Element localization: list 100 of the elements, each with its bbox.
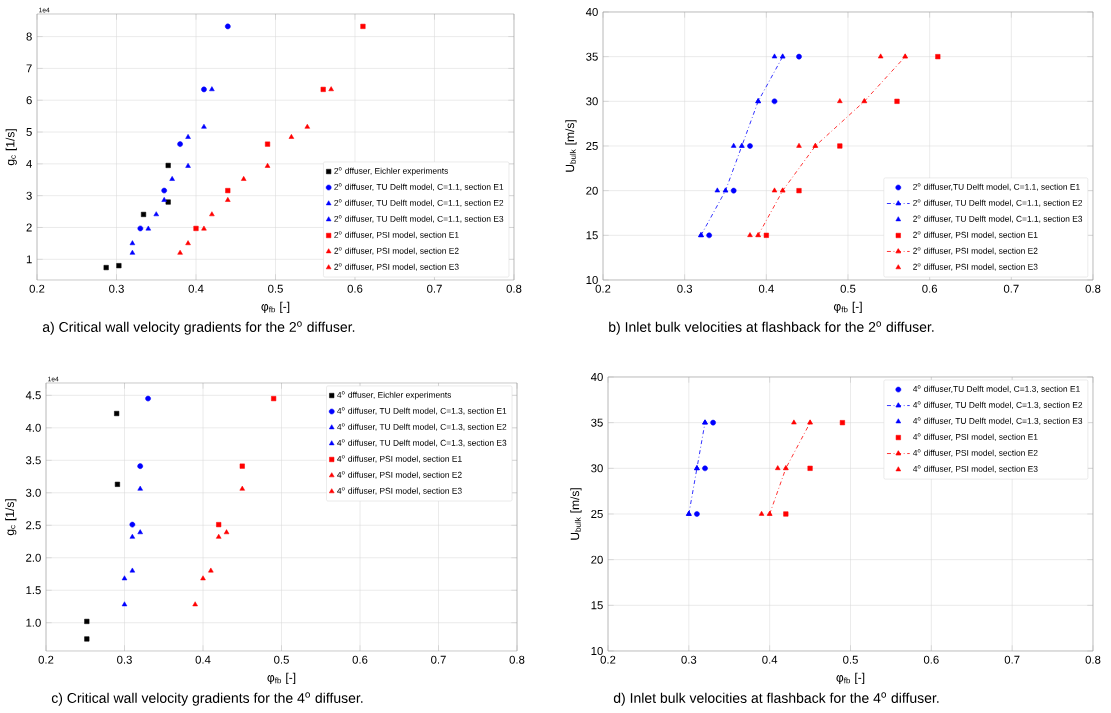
x-tick-label: 0.2 — [38, 655, 54, 664]
point — [837, 98, 843, 103]
x-tick-label: 0.6 — [922, 284, 938, 293]
point — [129, 249, 136, 255]
point — [320, 86, 326, 92]
x-tick-label: 0.6 — [347, 284, 363, 293]
point — [129, 240, 136, 246]
y-tick-label: 20 — [591, 555, 603, 564]
x-tick-label: 0.3 — [109, 284, 124, 293]
legend-label: 2$^{o}$ diffuser,TU Delft model, C=1.1, section E1 — [913, 183, 1080, 191]
x-tick-label: 0.5 — [840, 284, 856, 293]
legend-label: 2$^{o}$ diffuser, PSI model, section E3 — [913, 263, 1038, 271]
point — [766, 510, 773, 516]
y-tick-label: 35 — [591, 418, 603, 427]
point — [165, 162, 171, 168]
point — [771, 53, 778, 59]
x-tick-label: 0.2 — [595, 284, 611, 293]
point — [837, 143, 843, 149]
point — [193, 225, 199, 231]
x-tick-label: 0.6 — [352, 655, 368, 664]
text: c) Critical wall velocity gradients for the 4$^{o}$ diffuser. — [51, 692, 363, 706]
point — [763, 232, 769, 238]
point — [877, 53, 884, 59]
x-tick-label: 0.7 — [1003, 284, 1019, 293]
y-tick-label: 30 — [591, 464, 603, 473]
y-tick-label: 15 — [591, 601, 603, 610]
y-axis-title: g$_{c}$ [1/s] — [5, 499, 17, 536]
point — [185, 163, 191, 168]
x-tick-label: 0.8 — [1085, 284, 1101, 293]
point — [758, 510, 765, 516]
point — [694, 511, 700, 517]
legend-label: 4$^{o}$ diffuser, PSI model, section E2 — [337, 471, 462, 479]
legend-label: 4$^{o}$ diffuser, TU Delft model, C=1.3, section E2 — [912, 401, 1083, 409]
y-tick-label: 2 — [26, 223, 32, 232]
point — [807, 465, 813, 471]
x-tick-label: 0.4 — [762, 655, 778, 664]
legend-label: 2$^{o}$ diffuser, TU Delft model, C=1.1, section E1 — [334, 183, 504, 191]
point — [185, 134, 191, 139]
y-tick-label: 1.0 — [26, 618, 41, 627]
point — [894, 98, 900, 104]
legend-label: 4$^{o}$ diffuser, TU Delft model, C=1.3, section E3 — [912, 417, 1083, 425]
text: d) Inlet bulk velocities at flashback for the 4$^{o}$ diffuser. — [613, 692, 939, 706]
point — [304, 123, 310, 129]
point — [84, 636, 90, 642]
point — [265, 141, 271, 147]
legend-label: 2$^{o}$ diffuser, TU Delft model, C=1.1, section E2 — [334, 199, 504, 207]
point — [208, 567, 214, 573]
point — [739, 142, 745, 148]
point — [225, 23, 231, 30]
point — [779, 53, 786, 59]
point — [165, 199, 171, 205]
y-tick-label: 6 — [26, 96, 32, 105]
y-axis-title: U$_{bulk}$ [m/s] — [570, 488, 582, 540]
point — [161, 197, 167, 202]
y-tick-label: 25 — [591, 509, 603, 518]
x-tick-label: 0.4 — [188, 284, 204, 293]
legend-label: 4$^{o}$ diffuser,TU Delft model, C=1.3, section E1 — [912, 385, 1080, 393]
point — [271, 396, 277, 402]
point — [200, 575, 206, 581]
point — [201, 123, 207, 129]
point — [185, 240, 191, 246]
y-tick-label: 1 — [26, 255, 32, 264]
legend-label: 4$^{o}$ diffuser, PSI model, section E1 — [912, 433, 1038, 441]
x-tick-label: 0.7 — [431, 655, 446, 664]
legend-label: 4$^{o}$ diffuser, TU Delft model, C=1.3, section E2 — [337, 423, 507, 431]
point — [694, 465, 700, 470]
legend-label: 2$^{o}$ diffuser, PSI model, section E1 — [334, 231, 459, 239]
point — [747, 143, 753, 149]
point — [223, 529, 230, 535]
y-axis-title: g$_{c}$ [1/s] — [5, 129, 17, 166]
legend-label: 2$^{o}$ diffuser, PSI model, section E2 — [913, 247, 1038, 255]
x-tick-label: 0.2 — [29, 284, 45, 293]
y-tick-label: 20 — [586, 186, 598, 195]
y-tick-label: 2.0 — [26, 553, 41, 562]
x-tick-label: 0.5 — [268, 284, 283, 293]
text: a) Critical wall velocity gradients for the 2$^{o}$ diffuser. — [42, 321, 355, 335]
y-tick-label: 4 — [26, 159, 32, 168]
legend-label: 2$^{o}$ diffuser, PSI model, section E3 — [334, 263, 459, 271]
legend-label: 4$^{o}$ diffuser, PSI model, section E2 — [912, 449, 1038, 457]
point — [714, 187, 721, 193]
point — [141, 211, 147, 217]
point — [121, 601, 128, 607]
point — [209, 86, 215, 92]
legend-label: 4$^{o}$ diffuser, TU Delft model, C=1.3, section E3 — [337, 439, 507, 447]
point — [129, 521, 136, 528]
y-tick-label: 3.0 — [25, 488, 41, 497]
x-tick-label: 0.4 — [758, 284, 774, 293]
point — [698, 232, 704, 237]
x-tick-label: 0.8 — [509, 655, 525, 664]
point — [783, 465, 789, 471]
point — [84, 618, 90, 624]
point — [225, 188, 231, 194]
legend-label: 2$^{o}$ diffuser, PSI model, section E2 — [334, 247, 459, 255]
point — [755, 98, 761, 103]
y-tick-label: 7 — [26, 64, 32, 73]
point — [783, 511, 789, 517]
point — [796, 142, 802, 148]
y-tick-label: 3 — [26, 191, 32, 200]
y-tick-label: 35 — [586, 52, 598, 61]
x-axis-title: φ$_{fb}$ [-] — [833, 301, 862, 314]
